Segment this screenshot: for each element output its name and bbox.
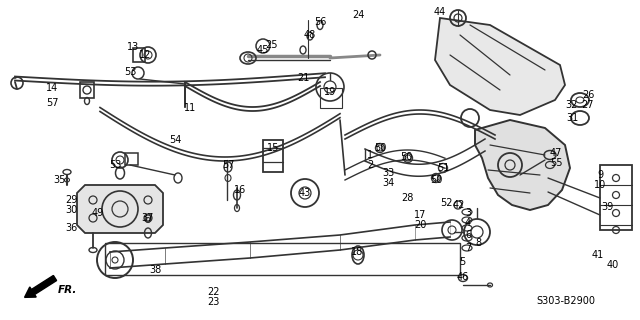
Bar (263, 140, 283, 172)
Text: 15: 15 (267, 143, 279, 153)
Bar (80, 82, 94, 98)
Text: 23: 23 (207, 297, 219, 307)
Text: 29: 29 (65, 195, 77, 205)
Text: 50: 50 (430, 175, 442, 185)
Text: 3: 3 (465, 208, 471, 218)
Text: 22: 22 (207, 287, 220, 297)
Text: 53: 53 (109, 160, 121, 170)
Text: 52: 52 (440, 198, 452, 208)
Text: 12: 12 (139, 50, 151, 60)
Text: 51: 51 (437, 163, 449, 173)
Text: 56: 56 (314, 17, 326, 27)
Polygon shape (435, 18, 565, 115)
Text: 48: 48 (304, 30, 316, 40)
Text: S303-B2900: S303-B2900 (536, 296, 595, 306)
Text: 19: 19 (324, 87, 336, 97)
Text: 37: 37 (142, 213, 154, 223)
Text: 13: 13 (127, 42, 139, 52)
Text: 39: 39 (601, 202, 613, 212)
Text: 25: 25 (266, 40, 278, 50)
Text: 46: 46 (457, 272, 469, 282)
Text: 44: 44 (434, 7, 446, 17)
Text: 18: 18 (351, 247, 363, 257)
Text: 54: 54 (169, 135, 181, 145)
Text: 47: 47 (550, 148, 562, 158)
Bar (133, 48, 145, 62)
Polygon shape (475, 120, 570, 210)
Text: 6: 6 (465, 230, 471, 240)
Text: 45: 45 (257, 45, 269, 55)
Text: 36: 36 (65, 223, 77, 233)
Text: 57: 57 (221, 160, 234, 170)
Text: 11: 11 (184, 103, 196, 113)
Text: 42: 42 (453, 200, 465, 210)
Text: 21: 21 (297, 73, 309, 83)
Text: 31: 31 (566, 113, 578, 123)
Text: 20: 20 (414, 220, 426, 230)
Text: 35: 35 (54, 175, 66, 185)
Text: 14: 14 (46, 83, 58, 93)
FancyArrow shape (24, 276, 56, 297)
Text: 33: 33 (382, 168, 394, 178)
Text: 38: 38 (149, 265, 161, 275)
Text: 55: 55 (550, 158, 563, 168)
Text: 7: 7 (465, 243, 471, 253)
Text: 17: 17 (414, 210, 426, 220)
Text: 50: 50 (374, 143, 386, 153)
Text: 53: 53 (124, 67, 136, 77)
Bar (125, 153, 138, 165)
Text: 32: 32 (566, 100, 578, 110)
Text: FR.: FR. (58, 285, 77, 295)
Text: 24: 24 (352, 10, 364, 20)
Text: 57: 57 (45, 98, 58, 108)
Text: 2: 2 (367, 160, 373, 170)
Bar (105, 243, 460, 275)
Text: 50: 50 (400, 152, 412, 162)
Text: 8: 8 (475, 238, 481, 248)
Text: 30: 30 (65, 205, 77, 215)
Text: 10: 10 (594, 180, 606, 190)
Bar (600, 165, 632, 230)
Polygon shape (77, 185, 163, 233)
Text: 41: 41 (592, 250, 604, 260)
Bar (320, 88, 342, 108)
Text: 26: 26 (582, 90, 594, 100)
Text: 28: 28 (401, 193, 413, 203)
Text: 16: 16 (234, 185, 246, 195)
Text: 40: 40 (607, 260, 619, 270)
Text: 27: 27 (582, 100, 595, 110)
Text: 5: 5 (459, 257, 465, 267)
Text: 34: 34 (382, 178, 394, 188)
Text: 9: 9 (597, 170, 603, 180)
Text: 1: 1 (367, 150, 373, 160)
Text: 43: 43 (299, 188, 311, 198)
Text: 49: 49 (92, 208, 104, 218)
Text: 4: 4 (465, 218, 471, 228)
